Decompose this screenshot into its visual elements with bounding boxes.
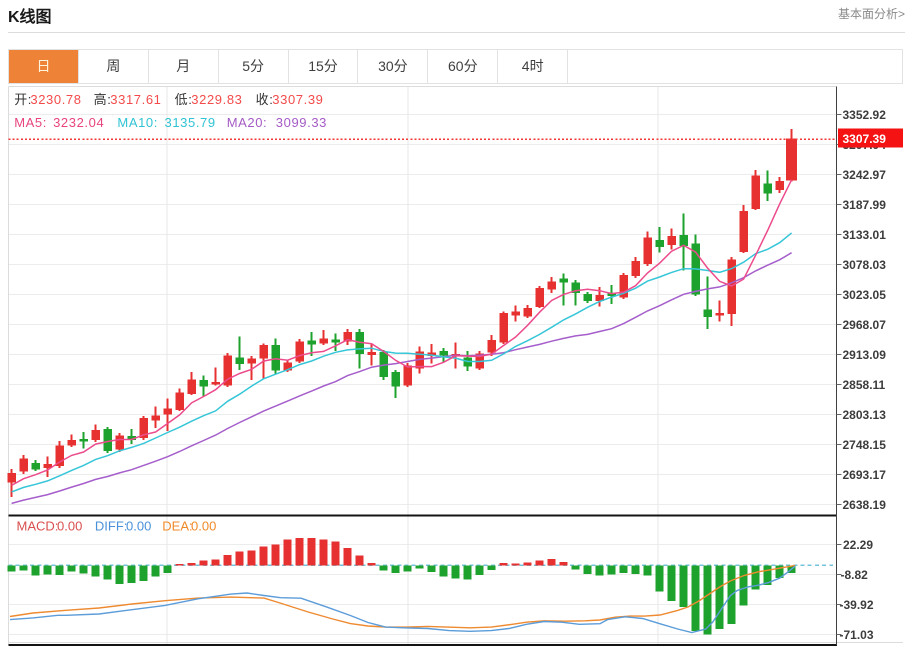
- svg-text:3352.92: 3352.92: [843, 108, 887, 122]
- svg-text:3187.99: 3187.99: [843, 198, 887, 212]
- svg-text:22.29: 22.29: [843, 538, 873, 552]
- svg-text:2803.13: 2803.13: [843, 408, 887, 422]
- svg-text:3023.05: 3023.05: [843, 288, 887, 302]
- svg-text:2748.15: 2748.15: [843, 438, 887, 452]
- svg-text:3078.03: 3078.03: [843, 258, 887, 272]
- svg-text:-39.92: -39.92: [840, 598, 874, 612]
- svg-text:2913.09: 2913.09: [843, 348, 887, 362]
- svg-text:2968.07: 2968.07: [843, 318, 887, 332]
- svg-text:2638.19: 2638.19: [843, 498, 887, 512]
- svg-text:3133.01: 3133.01: [843, 228, 887, 242]
- svg-text:3242.97: 3242.97: [843, 168, 887, 182]
- svg-text:开:3230.78高:3317.61低:3229.83收:3: 开:3230.78 高:3317.61 低:3229.83 收:3307.39: [14, 92, 323, 107]
- svg-text:2693.17: 2693.17: [843, 468, 887, 482]
- svg-text:-71.03: -71.03: [840, 628, 874, 642]
- svg-text:3307.39: 3307.39: [843, 132, 887, 146]
- svg-text:2858.11: 2858.11: [843, 378, 886, 392]
- svg-text:-8.82: -8.82: [841, 568, 869, 582]
